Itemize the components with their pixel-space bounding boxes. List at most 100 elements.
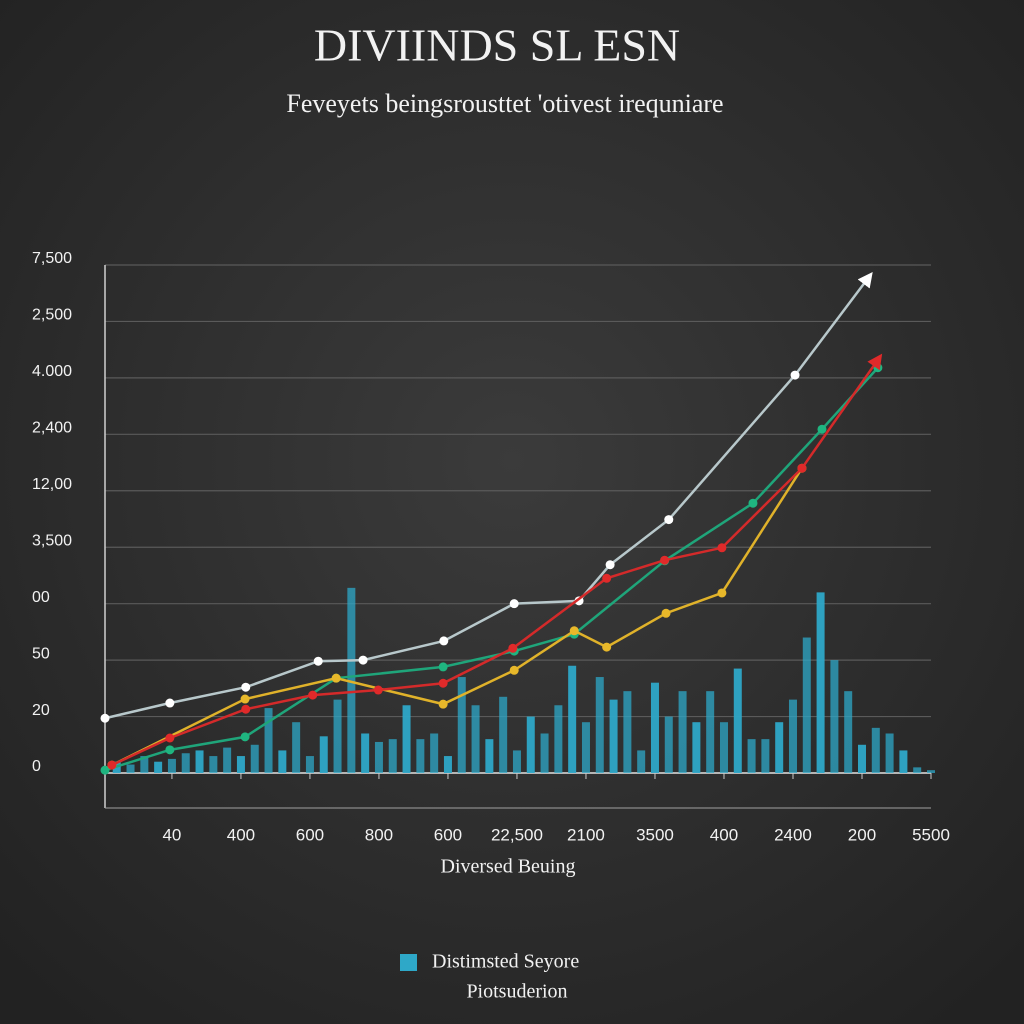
x-tick-label: 200 — [848, 825, 876, 844]
x-tick-label: 800 — [365, 825, 393, 844]
bar — [581, 722, 590, 773]
line-point — [308, 690, 318, 700]
bar — [678, 691, 687, 773]
bar — [333, 699, 342, 773]
line-point — [717, 588, 727, 598]
x-tick-label: 600 — [296, 825, 324, 844]
bar — [540, 733, 549, 773]
bar — [568, 665, 577, 773]
y-tick-label: 3,500 — [32, 532, 72, 549]
y-tick-label: 7,500 — [32, 250, 72, 267]
bar — [623, 691, 632, 773]
line-point — [438, 678, 448, 688]
line-series — [111, 467, 804, 767]
line-point — [439, 636, 449, 646]
y-tick-label: 0 — [32, 758, 41, 775]
line-point — [438, 662, 448, 672]
y-tick-label: 12,00 — [32, 476, 72, 493]
line-point — [313, 656, 323, 666]
x-tick-label: 3500 — [636, 825, 674, 844]
bar — [857, 744, 866, 773]
bar — [319, 736, 328, 773]
legend-label: Distimsted Seyore — [432, 951, 579, 973]
y-tick-label: 2,500 — [32, 307, 72, 324]
line-point — [748, 498, 758, 508]
y-tick-label: 50 — [32, 645, 50, 662]
bar — [733, 668, 742, 773]
bar — [637, 750, 646, 773]
bar — [816, 592, 825, 773]
line-point — [358, 655, 368, 665]
bar — [788, 699, 797, 773]
bar — [871, 727, 880, 773]
line-point — [509, 599, 519, 609]
line-point — [605, 560, 615, 570]
bar — [236, 756, 245, 773]
bar — [140, 756, 149, 773]
line-point — [240, 694, 250, 704]
bar — [457, 677, 466, 773]
x-tick-label: 400 — [227, 825, 255, 844]
bar — [609, 699, 618, 773]
line-point — [331, 673, 341, 683]
bar — [154, 761, 163, 773]
x-tick-label: 22,500 — [491, 825, 543, 844]
bar — [885, 733, 894, 773]
line-point — [509, 665, 519, 675]
line-point — [241, 704, 251, 714]
line-point — [790, 370, 800, 380]
line-point — [165, 733, 175, 743]
bar — [264, 708, 273, 773]
bar — [899, 750, 908, 773]
bar — [485, 739, 494, 773]
bar — [126, 764, 135, 773]
line-series — [111, 353, 883, 767]
bar — [430, 733, 439, 773]
bar — [554, 705, 563, 773]
line-point — [438, 699, 448, 709]
line-point — [100, 713, 110, 723]
line-point — [508, 643, 518, 653]
y-tick-label: 4.000 — [32, 363, 72, 380]
chart-subtitle: Feveyets beingsrousttet 'otivest irequni… — [286, 89, 723, 118]
bar — [278, 750, 287, 773]
y-tick-label: 2,400 — [32, 420, 72, 437]
bar — [195, 750, 204, 773]
bar — [499, 696, 508, 773]
chart-title: DIVIINDS SL ESN — [314, 20, 680, 71]
line-point — [241, 682, 251, 692]
line-point — [817, 424, 827, 434]
bar — [775, 722, 784, 773]
bar — [374, 741, 383, 773]
line-series — [104, 271, 873, 720]
bar — [595, 677, 604, 773]
caption: Piotsuderion — [466, 981, 567, 1003]
line-point — [240, 732, 250, 742]
bar — [719, 722, 728, 773]
bar — [692, 722, 701, 773]
line-point — [660, 555, 670, 565]
bar — [167, 758, 176, 773]
bar — [927, 770, 935, 773]
bar — [209, 756, 218, 773]
x-tick-label: 40 — [162, 825, 181, 844]
bar — [388, 739, 397, 773]
line-point — [602, 642, 612, 652]
y-tick-label: 20 — [32, 702, 50, 719]
line-point — [100, 765, 110, 775]
x-tick-label: 400 — [710, 825, 738, 844]
line-point — [165, 698, 175, 708]
bar — [223, 747, 232, 773]
bar — [181, 753, 190, 773]
bar — [361, 733, 370, 773]
bar — [250, 744, 259, 773]
line-point — [602, 573, 612, 583]
bar — [650, 682, 659, 773]
bar — [292, 722, 301, 773]
line-point — [717, 543, 727, 553]
bar — [443, 756, 452, 773]
x-tick-label: 5500 — [912, 825, 950, 844]
